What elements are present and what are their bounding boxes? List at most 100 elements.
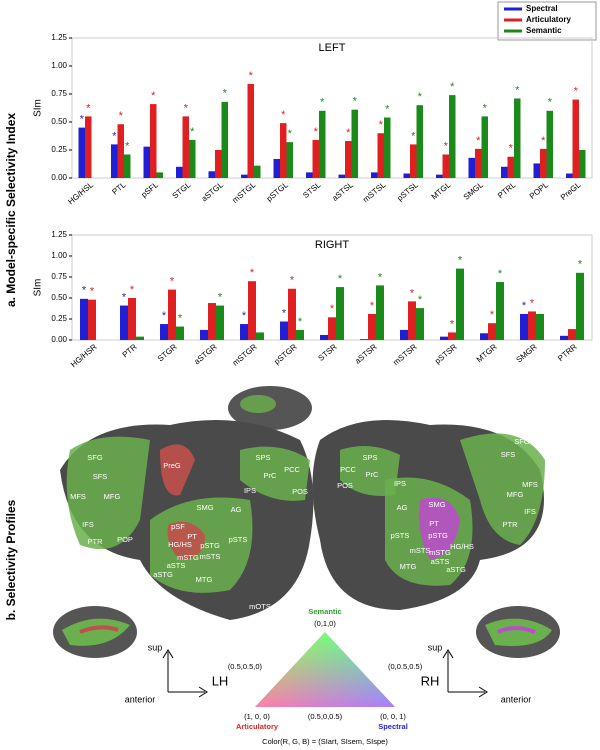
patch <box>485 618 552 646</box>
y-tick-label: 0.00 <box>51 173 67 182</box>
x-tick-label: MTGL <box>430 180 453 202</box>
x-tick-label: PTL <box>110 180 127 197</box>
roi-label: aSTS <box>167 561 186 570</box>
roi-label: PrC <box>264 471 278 480</box>
roi-label: SFS <box>501 450 516 459</box>
plot-area <box>71 37 593 179</box>
bar <box>442 154 449 178</box>
roi-label: IFS <box>82 520 94 529</box>
bar <box>416 105 423 178</box>
bar <box>296 329 304 340</box>
hemisphere-label: RH <box>421 673 440 688</box>
y-axis-label: SIm <box>33 279 44 297</box>
roi-label: SPS <box>362 453 377 462</box>
bar <box>408 301 416 340</box>
x-tick-label: PTRR <box>556 342 579 363</box>
significance-star: * <box>250 267 255 279</box>
x-tick-label: mSTSR <box>391 342 418 367</box>
roi-label: SFS <box>93 472 108 481</box>
patch <box>66 436 150 550</box>
roi-label: mSTS <box>200 552 221 561</box>
bar <box>376 285 384 340</box>
roi-label: MFS <box>70 492 86 501</box>
x-tick-label: PTR <box>121 342 139 359</box>
bar <box>208 303 216 340</box>
legend-label: Spectral <box>526 4 558 13</box>
patch <box>418 497 460 560</box>
brain-maps <box>53 386 560 707</box>
bar <box>288 288 296 340</box>
roi-label: MTG <box>196 575 213 584</box>
roi-label: pSTS <box>391 531 410 540</box>
roi-label: PTR <box>503 520 519 529</box>
x-tick-label: pSTSR <box>433 342 459 366</box>
bar <box>480 333 488 340</box>
x-tick-label: aSTGL <box>200 180 226 204</box>
y-tick-label: 0.75 <box>51 89 67 98</box>
bar <box>448 332 456 340</box>
significance-star: * <box>125 140 130 152</box>
y-tick-label: 1.00 <box>51 251 67 260</box>
bar <box>403 173 410 178</box>
significance-star: * <box>476 135 481 147</box>
bar <box>360 339 368 340</box>
bar <box>280 321 288 340</box>
triangle-label: (0, 0, 1) <box>380 712 406 721</box>
significance-star: * <box>418 294 423 306</box>
roi-label: MFG <box>104 492 121 501</box>
significance-star: * <box>338 273 343 285</box>
significance-star: * <box>320 97 325 109</box>
x-tick-label: aSTSL <box>330 180 355 203</box>
bar <box>566 173 573 178</box>
bar <box>560 335 568 340</box>
bar <box>351 109 358 178</box>
x-tick-label: STSL <box>301 180 323 200</box>
y-tick-label: 0.50 <box>51 117 67 126</box>
x-tick-label: mSTGR <box>231 342 259 368</box>
bar <box>241 174 248 178</box>
bar <box>80 298 88 340</box>
bar <box>176 166 183 178</box>
bar <box>507 156 514 178</box>
panel-b-label: b. Selectivity Profiles <box>4 499 18 620</box>
bar <box>546 110 553 178</box>
roi-label: SFG <box>87 453 103 462</box>
bar <box>254 165 261 178</box>
bar <box>168 289 176 340</box>
significance-star: * <box>578 259 583 271</box>
roi-label: mSTS <box>410 546 431 555</box>
significance-star: * <box>218 291 223 303</box>
triangle-blue <box>255 632 395 707</box>
x-tick-label: pSTGL <box>265 180 291 204</box>
x-tick-label: SMGL <box>462 180 486 202</box>
significance-star: * <box>378 271 383 283</box>
bar <box>481 116 488 178</box>
x-tick-label: MTGR <box>475 342 499 364</box>
patch <box>79 625 119 634</box>
bar <box>248 281 256 340</box>
roi-label: pSTG <box>428 531 448 540</box>
significance-star: * <box>80 114 85 126</box>
y-tick-label: 0.50 <box>51 293 67 302</box>
bar <box>579 150 586 178</box>
significance-star: * <box>288 128 293 140</box>
bar <box>128 298 136 340</box>
bar <box>88 299 96 340</box>
bar <box>496 282 504 340</box>
triangle-label: (0.5,0,0.5) <box>308 712 343 721</box>
significance-star: * <box>314 126 319 138</box>
bar <box>536 313 544 340</box>
y-tick-label: 0.25 <box>51 145 67 154</box>
significance-star: * <box>541 135 546 147</box>
significance-star: * <box>178 312 183 324</box>
significance-star: * <box>162 310 167 322</box>
bar <box>150 104 157 178</box>
significance-star: * <box>411 130 416 142</box>
significance-star: * <box>122 291 127 303</box>
significance-star: * <box>418 91 423 103</box>
bar <box>468 157 475 178</box>
significance-star: * <box>170 276 175 288</box>
patch <box>160 444 195 496</box>
roi-label: mOTS <box>249 602 271 611</box>
bar <box>200 329 208 340</box>
